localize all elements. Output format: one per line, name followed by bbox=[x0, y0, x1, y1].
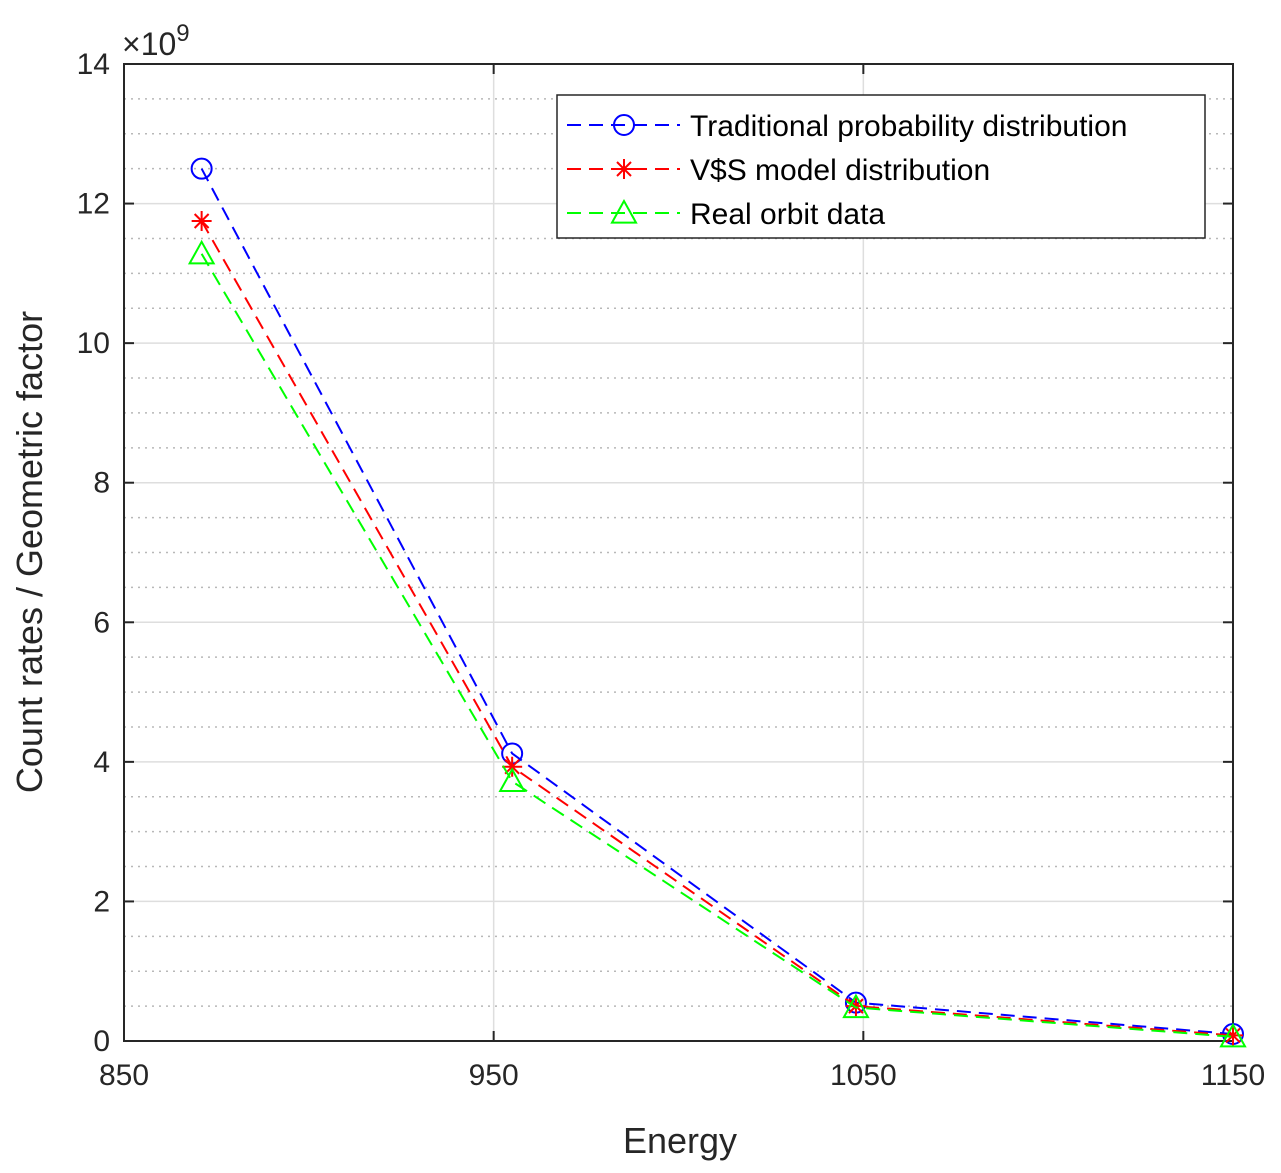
x-axis-ticks: 850 950 1050 1150 bbox=[99, 64, 1265, 1092]
legend-label: V$S model distribution bbox=[690, 154, 990, 187]
series-1 bbox=[191, 211, 1243, 1046]
legend-label: Real orbit data bbox=[690, 198, 885, 231]
x-tick-label: 850 bbox=[99, 1059, 149, 1092]
legend-box bbox=[556, 94, 1206, 239]
x-tick-label: 1150 bbox=[1201, 1059, 1266, 1092]
data-point bbox=[190, 157, 213, 180]
y-axis-ticks: 0 2 4 6 8 10 12 14 bbox=[77, 48, 1233, 1058]
x-tick-label: 1050 bbox=[830, 1059, 897, 1092]
legend-marker bbox=[613, 114, 635, 136]
data-point bbox=[191, 211, 212, 232]
x-tick-label: 950 bbox=[469, 1059, 519, 1092]
data-point bbox=[498, 767, 526, 792]
y-tick-label: 2 bbox=[93, 885, 110, 918]
data-point bbox=[502, 756, 523, 777]
y-tick-label: 12 bbox=[77, 188, 110, 221]
y-tick-label: 6 bbox=[93, 606, 110, 639]
legend-entry: Traditional probability distribution bbox=[567, 110, 1127, 143]
series-0 bbox=[190, 157, 1244, 1046]
y-axis-label: Count rates / Geometric factor bbox=[9, 311, 50, 793]
y-tick-label: 8 bbox=[93, 467, 110, 500]
series-line bbox=[200, 168, 1234, 1036]
legend-marker bbox=[610, 198, 638, 224]
y-tick-label: 10 bbox=[77, 327, 110, 360]
legend: Traditional probability distribution V$S … bbox=[556, 94, 1206, 239]
series-line bbox=[200, 220, 1234, 1037]
data-point bbox=[1219, 1022, 1247, 1048]
series-line bbox=[200, 253, 1234, 1038]
y-tick-label: 0 bbox=[93, 1025, 110, 1058]
legend-label: Traditional probability distribution bbox=[690, 110, 1127, 143]
legend-entry: Real orbit data bbox=[567, 198, 885, 231]
legend-entry: V$S model distribution bbox=[567, 154, 990, 187]
y-tick-label: 14 bbox=[77, 48, 110, 81]
data-point bbox=[845, 996, 866, 1017]
y-tick-label: 4 bbox=[93, 746, 110, 779]
data-point bbox=[842, 993, 870, 1019]
series-layer bbox=[187, 157, 1247, 1048]
legend-marker bbox=[614, 159, 634, 179]
data-point bbox=[187, 239, 216, 265]
x-axis-label: Energy bbox=[623, 1120, 737, 1161]
data-point bbox=[1223, 1025, 1243, 1046]
y-axis-exponent: ×109 bbox=[122, 20, 190, 62]
plot-frame bbox=[123, 63, 1234, 1042]
series-2 bbox=[187, 239, 1247, 1048]
